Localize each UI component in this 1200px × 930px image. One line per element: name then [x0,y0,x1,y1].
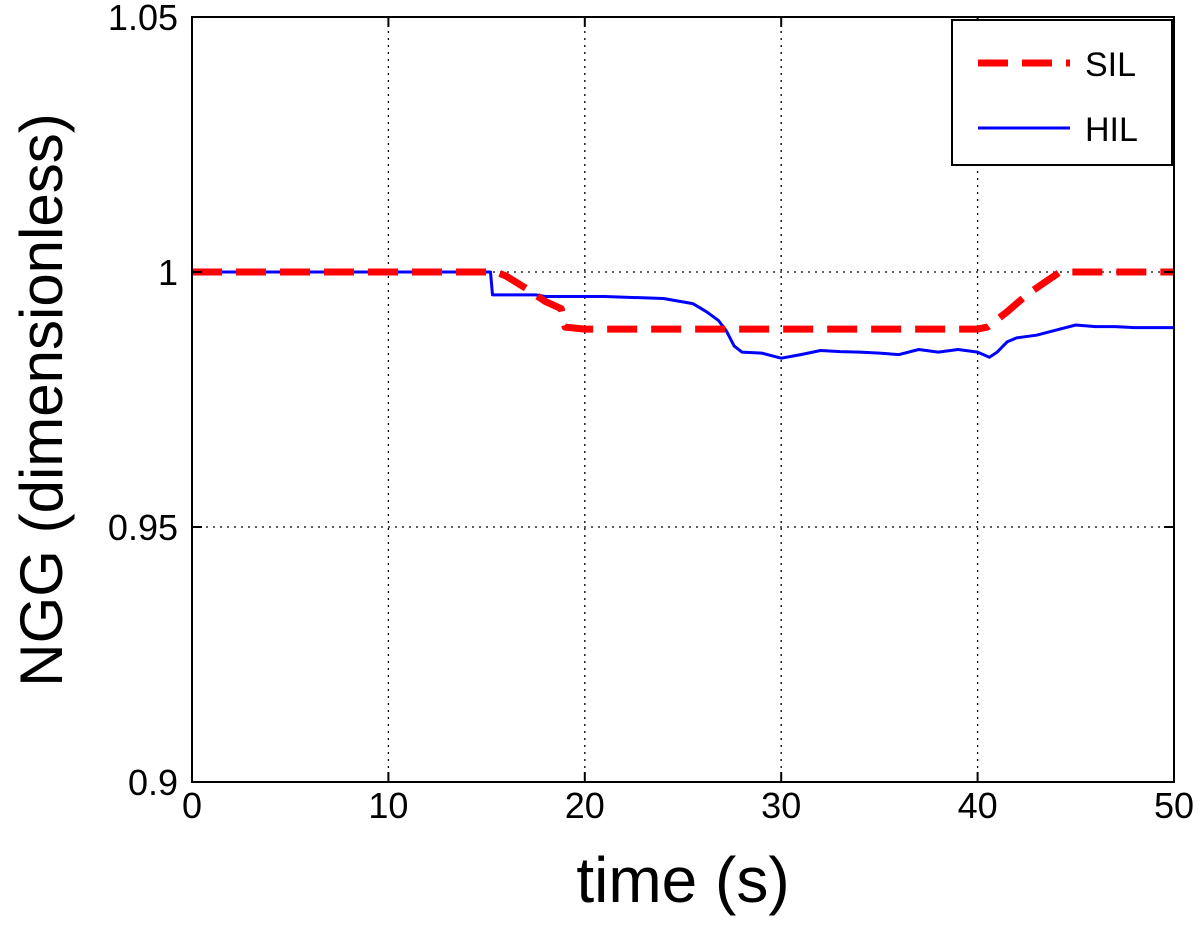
series-line-sil [192,268,1174,333]
ticks: 0 10 20 30 40 50 0.9 0.95 1 1.05 [108,0,1194,826]
series-layer [192,268,1174,360]
y-axis-label: NGG (dimensionless) [8,113,75,687]
legend: SIL HIL [951,19,1173,166]
series-line-hil [192,270,1174,360]
legend-label-hil: HIL [1085,111,1138,149]
y-tick-label: 0.95 [108,507,178,548]
legend-box [951,19,1173,166]
y-tick-label: 1.05 [108,0,178,38]
x-tick-label: 20 [565,785,605,826]
y-tick-label: 1 [158,252,178,293]
x-axis-label: time (s) [576,844,789,916]
x-tick-label: 30 [761,785,801,826]
x-tick-label: 50 [1154,785,1194,826]
x-tick-label: 40 [958,785,998,826]
y-tick-label: 0.9 [128,762,178,803]
x-tick-label: 10 [368,785,408,826]
x-tick-label: 0 [182,785,202,826]
plot-area-frame [191,16,1175,783]
legend-label-sil: SIL [1085,46,1136,84]
